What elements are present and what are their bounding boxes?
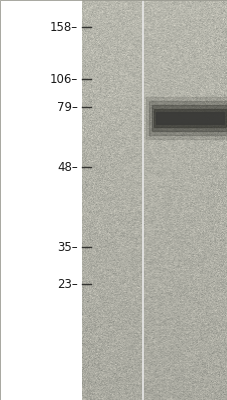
Text: 79–: 79– bbox=[57, 101, 78, 114]
Text: 48–: 48– bbox=[57, 161, 78, 174]
Bar bbox=[154, 109, 225, 127]
Text: 158–: 158– bbox=[50, 21, 78, 34]
Bar bbox=[149, 101, 227, 135]
Bar bbox=[0, 0, 82, 400]
Text: 106–: 106– bbox=[50, 73, 78, 86]
Bar bbox=[146, 97, 227, 139]
Bar bbox=[156, 112, 223, 124]
Text: 35–: 35– bbox=[57, 241, 78, 254]
Bar bbox=[151, 105, 227, 131]
Text: 23–: 23– bbox=[57, 278, 78, 290]
